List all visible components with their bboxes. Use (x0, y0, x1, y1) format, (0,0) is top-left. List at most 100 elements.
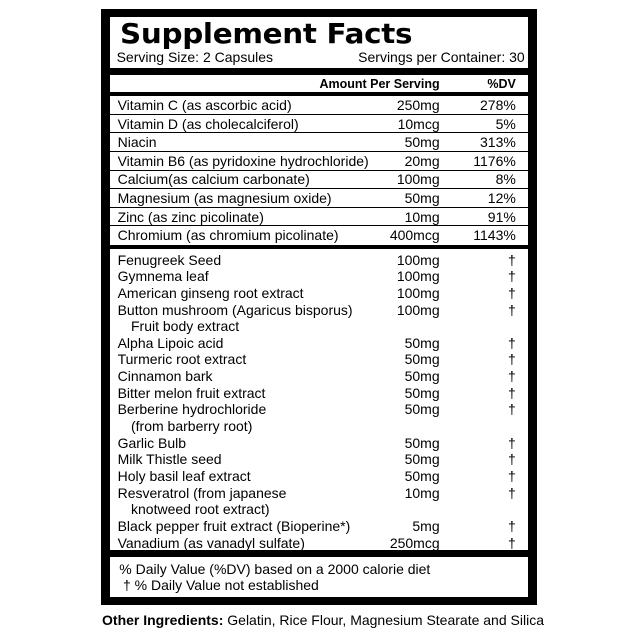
ingredient-name-continued: knotweed root extract) (131, 501, 270, 518)
ingredient-amount: 100mg (396, 251, 440, 268)
nutrient-name: Zinc (as zinc picolinate) (117, 208, 264, 225)
botanical-row: Cinnamon bark 50mg † (110, 368, 528, 385)
botanical-row: Resveratrol (from japanese 10mg † knotwe… (110, 485, 528, 518)
nutrient-name: Chromium (as chromium picolinate) (117, 227, 339, 244)
nutrient-amount: 250mg (396, 97, 440, 114)
dagger-mark: † (508, 434, 516, 451)
thick-rule-middle (110, 245, 528, 250)
vitamin-row: Magnesium (as magnesium oxide) 50mg 12% (110, 189, 528, 208)
ingredient-amount: 50mg (404, 468, 440, 485)
dv-footnote: % Daily Value (%DV) based on a 2000 calo… (119, 560, 431, 577)
dagger-mark: † (508, 484, 516, 501)
nutrient-amount: 50mg (404, 190, 440, 207)
ingredient-name: Holy basil leaf extract (117, 468, 251, 485)
nutrient-amount: 100mg (396, 171, 440, 188)
ingredient-amount: 50mg (404, 434, 440, 451)
ingredient-name: Alpha Lipoic acid (117, 334, 224, 351)
botanical-row: American ginseng root extract 100mg † (110, 285, 528, 302)
ingredient-amount: 50mg (404, 334, 440, 351)
nutrient-dv: 313% (480, 134, 516, 151)
servings-per-container: Servings per Container: 30 (358, 49, 525, 65)
nutrient-amount: 400mcg (389, 227, 440, 244)
botanical-row: Milk Thistle seed 50mg † (110, 451, 528, 468)
ingredient-name: Garlic Bulb (117, 434, 187, 451)
ingredient-name: Milk Thistle seed (117, 451, 222, 468)
botanical-row: Gymnema leaf 100mg † (110, 268, 528, 285)
dagger-mark: † (508, 301, 516, 318)
ingredient-amount: 250mcg (389, 534, 440, 551)
other-ingredients-list: Gelatin, Rice Flour, Magnesium Stearate … (223, 611, 544, 628)
nutrient-dv: 1176% (473, 152, 516, 169)
botanical-row: Turmeric root extract 50mg † (110, 351, 528, 368)
vitamin-row: Niacin 50mg 313% (110, 133, 528, 153)
dagger-mark: † (508, 401, 516, 418)
ingredient-name: Black pepper fruit extract (Bioperine*) (117, 518, 351, 535)
nutrient-dv: 5% (495, 115, 516, 132)
nutrient-name: Vitamin D (as cholecalciferol) (117, 115, 299, 132)
ingredient-amount: 100mg (396, 284, 440, 301)
dagger-mark: † (508, 334, 516, 351)
dagger-footnote: † % Daily Value not established (122, 577, 319, 594)
column-header-amount: Amount Per Serving (319, 76, 440, 91)
other-ingredients-label: Other Ingredients: (102, 611, 224, 628)
ingredient-name: Fenugreek Seed (117, 251, 222, 268)
dagger-mark: † (508, 351, 516, 368)
vitamin-row: Chromium (as chromium picolinate) 400mcg… (110, 226, 528, 245)
botanical-row: Holy basil leaf extract 50mg † (110, 468, 528, 485)
dagger-mark: † (508, 251, 516, 268)
nutrient-amount: 10mg (404, 208, 440, 225)
rule-below-header (110, 92, 528, 97)
ingredient-name: Button mushroom (Agaricus bisporus) (117, 301, 353, 318)
ingredient-name-continued: Fruit body extract (131, 318, 240, 335)
nutrient-name: Vitamin B6 (as pyridoxine hydrochloride) (117, 152, 369, 169)
nutrient-amount: 50mg (404, 134, 440, 151)
nutrient-name: Niacin (117, 134, 157, 151)
vitamin-row: Zinc (as zinc picolinate) 10mg 91% (110, 208, 528, 227)
ingredient-name: Gymnema leaf (117, 268, 209, 285)
nutrient-dv: 1143% (473, 227, 516, 244)
vitamin-row: Vitamin B6 (as pyridoxine hydrochloride)… (110, 152, 528, 171)
nutrient-dv: 8% (495, 171, 516, 188)
nutrient-dv: 278% (480, 97, 516, 114)
other-ingredients-line: Other Ingredients: Gelatin, Rice Flour, … (3, 610, 640, 630)
ingredient-name: Vanadium (as vanadyl sulfate) (117, 534, 305, 551)
thick-rule-top (110, 67, 528, 75)
botanical-row: Black pepper fruit extract (Bioperine*) … (110, 518, 528, 535)
thick-rule-bottom (110, 549, 528, 557)
vitamin-section: Vitamin C (as ascorbic acid) 250mg 278% … (110, 96, 528, 245)
ingredient-amount: 100mg (396, 268, 440, 285)
ingredient-name-continued: (from barberry root) (131, 418, 253, 435)
serving-size: Serving Size: 2 Capsules (116, 49, 274, 65)
column-header-dv: %DV (487, 76, 516, 91)
botanical-row: Fenugreek Seed 100mg † (110, 252, 528, 269)
dagger-mark: † (508, 384, 516, 401)
ingredient-name: Turmeric root extract (117, 351, 247, 368)
panel-title: Supplement Facts (120, 17, 413, 50)
ingredient-amount: 50mg (404, 368, 440, 385)
dagger-mark: † (508, 368, 516, 385)
ingredient-name: Bitter melon fruit extract (117, 384, 266, 401)
vitamin-row: Vitamin C (as ascorbic acid) 250mg 278% (110, 96, 528, 115)
nutrient-name: Vitamin C (as ascorbic acid) (117, 97, 292, 114)
dagger-mark: † (508, 534, 516, 551)
nutrient-amount: 10mcg (397, 115, 440, 132)
nutrient-amount: 20mg (404, 152, 440, 169)
dagger-mark: † (508, 268, 516, 285)
column-header-row: Amount Per Serving %DV (110, 75, 528, 93)
ingredient-name: Resveratrol (from japanese (117, 484, 287, 501)
nutrient-dv: 12% (487, 190, 516, 207)
botanical-row: Garlic Bulb 50mg † (110, 435, 528, 452)
ingredient-name: American ginseng root extract (117, 284, 304, 301)
vitamin-row: Vitamin D (as cholecalciferol) 10mcg 5% (110, 115, 528, 134)
footnotes: % Daily Value (%DV) based on a 2000 calo… (110, 557, 528, 594)
nutrient-dv: 91% (487, 208, 516, 225)
nutrient-name: Calcium(as calcium carbonate) (117, 171, 310, 188)
ingredient-amount: 50mg (404, 451, 440, 468)
dagger-mark: † (508, 468, 516, 485)
ingredient-name: Berberine hydrochloride (117, 401, 267, 418)
botanical-row: Vanadium (as vanadyl sulfate) 250mcg † (110, 535, 528, 552)
ingredient-name: Cinnamon bark (117, 368, 213, 385)
botanical-section: Fenugreek Seed 100mg † Gymnema leaf 100m… (110, 252, 528, 552)
ingredient-amount: 5mg (412, 518, 440, 535)
